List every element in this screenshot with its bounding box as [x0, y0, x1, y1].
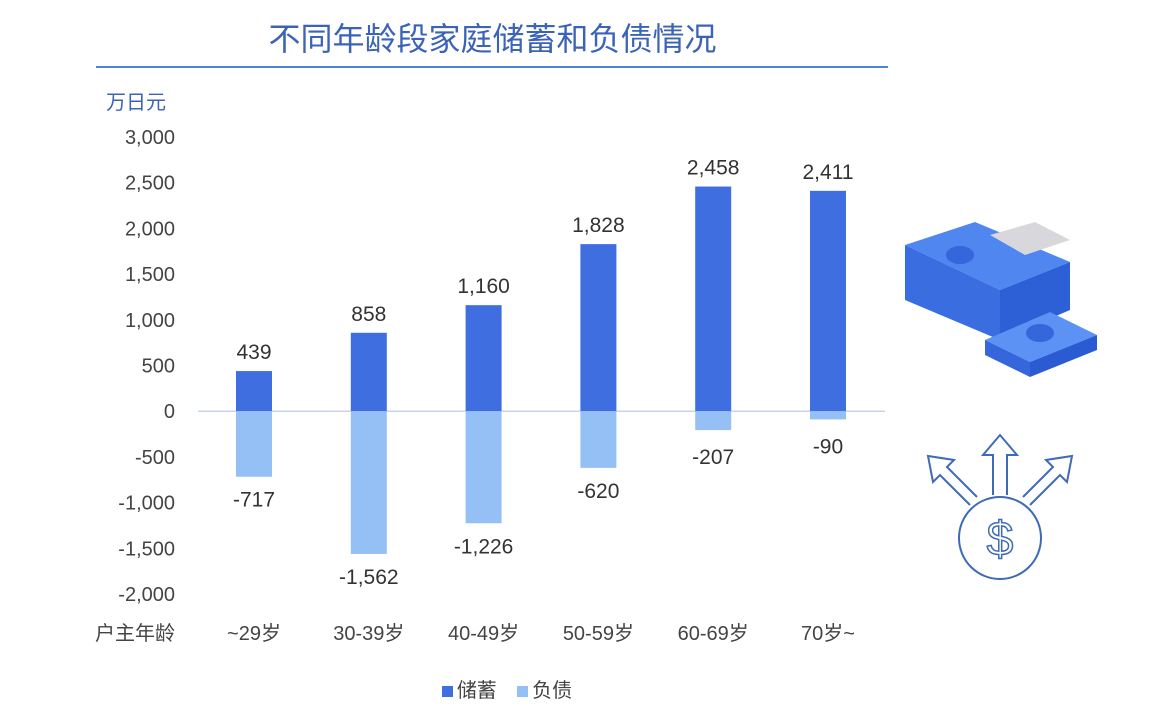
y-tick-label: 3,000: [125, 127, 175, 149]
y-tick-label: 2,500: [125, 173, 175, 195]
bar-debt: [810, 411, 846, 420]
data-label: 2,411: [803, 161, 854, 184]
data-label: -90: [813, 435, 843, 458]
data-label: -717: [233, 489, 275, 512]
title-divider: [96, 66, 888, 68]
data-label: 1,160: [457, 275, 510, 298]
y-tick-label: 1,000: [125, 310, 175, 332]
data-label: 439: [236, 341, 271, 364]
y-tick-label: 1,500: [125, 264, 175, 286]
x-tick-label: 60-69岁: [678, 622, 749, 645]
bar-debt: [236, 411, 272, 477]
bar-savings: [580, 244, 617, 412]
y-tick-label: 500: [142, 356, 175, 378]
data-label: -1,562: [339, 566, 399, 589]
legend-swatch-savings: [441, 686, 453, 697]
legend-label-savings: 储蓄: [456, 678, 497, 702]
data-label: -207: [692, 446, 734, 469]
x-tick-label: ~29岁: [227, 622, 281, 645]
x-tick-label: 50-59岁: [563, 622, 634, 645]
y-tick-label: -1,000: [118, 493, 175, 515]
x-tick-label: 70岁~: [801, 622, 855, 645]
x-tick-label: 40-49岁: [448, 622, 519, 645]
bar-savings: [810, 190, 846, 412]
y-axis-unit: 万日元: [106, 90, 166, 114]
y-tick-label: 0: [164, 401, 175, 423]
bar-savings: [695, 186, 732, 412]
data-label: 2,458: [687, 157, 740, 180]
data-label: 858: [351, 303, 386, 326]
y-tick-label: -500: [135, 447, 175, 469]
bar-savings: [236, 371, 272, 412]
legend: 储蓄 负债: [0, 674, 1000, 703]
legend-label-debt: 负债: [532, 678, 573, 702]
data-label: -620: [577, 480, 619, 503]
chart-title: 不同年龄段家庭储蓄和负债情况: [268, 20, 717, 58]
y-tick-label: -1,500: [118, 538, 175, 560]
legend-swatch-debt: [517, 686, 529, 697]
bar-debt: [350, 411, 387, 554]
y-tick-label: -2,000: [118, 584, 175, 606]
y-tick-label: 2,000: [125, 218, 175, 240]
data-label: 1,828: [572, 214, 625, 237]
bar-savings: [465, 305, 502, 412]
bar-savings: [350, 332, 387, 412]
bar-debt: [580, 411, 617, 468]
bar-debt: [695, 411, 732, 431]
x-tick-label: 30-39岁: [333, 622, 404, 645]
bar-debt: [465, 411, 502, 524]
data-label: -1,226: [454, 535, 514, 558]
x-axis-title: 户主年龄: [95, 622, 175, 645]
